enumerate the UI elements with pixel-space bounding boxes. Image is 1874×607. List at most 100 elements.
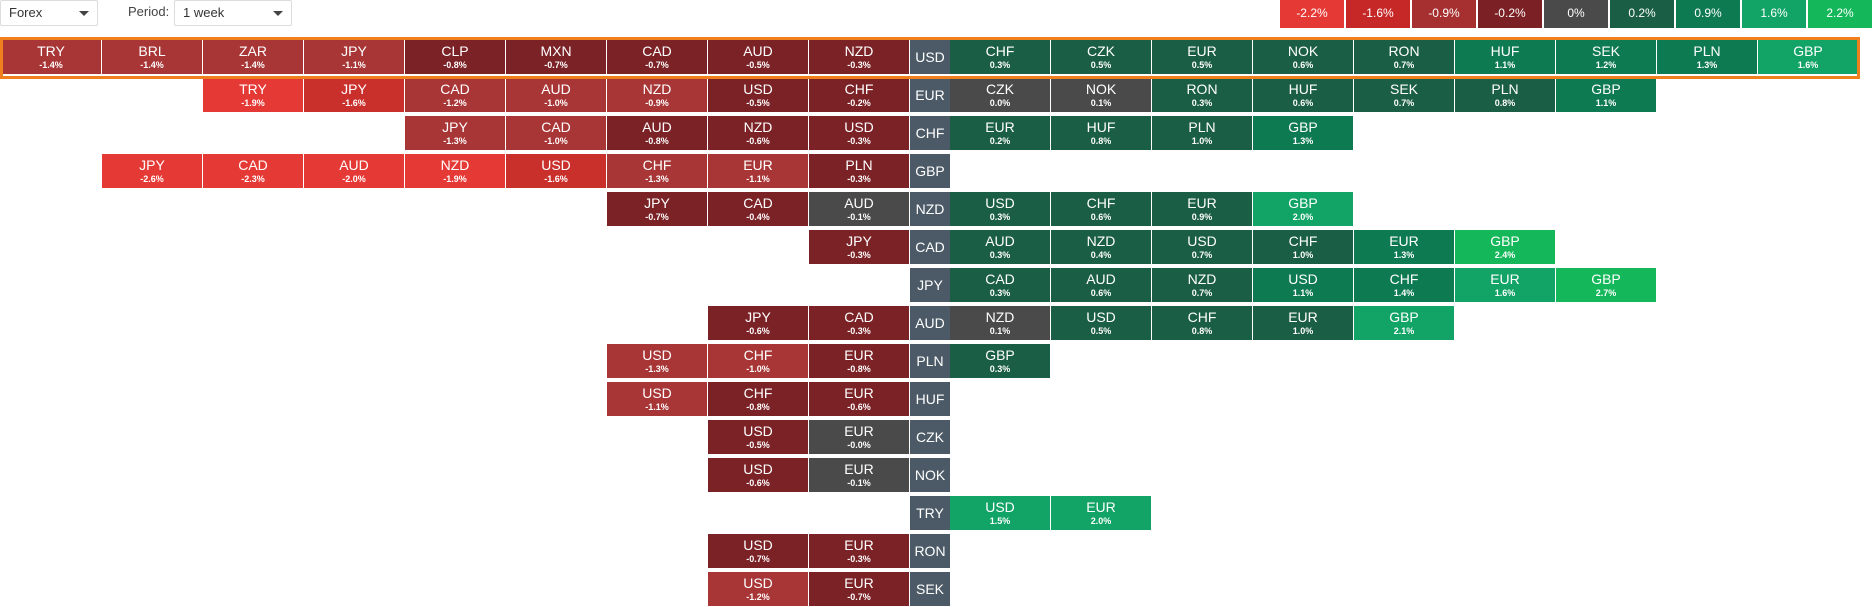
pair-cell[interactable]: CLP -0.8%: [405, 40, 506, 75]
pair-cell[interactable]: GBP 1.1%: [1556, 78, 1657, 113]
pair-cell[interactable]: CHF 0.3%: [950, 40, 1051, 75]
base-currency-nok[interactable]: NOK: [910, 458, 950, 493]
base-currency-usd[interactable]: USD: [910, 40, 950, 75]
pair-cell[interactable]: USD -1.2%: [708, 572, 809, 607]
pair-cell[interactable]: HUF 1.1%: [1455, 40, 1556, 75]
pair-cell[interactable]: CAD -2.3%: [203, 154, 304, 189]
pair-cell[interactable]: NZD 0.1%: [950, 306, 1051, 341]
pair-cell[interactable]: PLN 1.3%: [1657, 40, 1758, 75]
pair-cell[interactable]: AUD -1.0%: [506, 78, 607, 113]
pair-cell[interactable]: NZD -0.3%: [809, 40, 910, 75]
pair-cell[interactable]: USD -1.3%: [607, 344, 708, 379]
base-currency-sek[interactable]: SEK: [910, 572, 950, 607]
pair-cell[interactable]: AUD -0.1%: [809, 192, 910, 227]
pair-cell[interactable]: EUR -0.6%: [809, 382, 910, 417]
pair-cell[interactable]: EUR -0.7%: [809, 572, 910, 607]
pair-cell[interactable]: USD -0.6%: [708, 458, 809, 493]
pair-cell[interactable]: EUR -0.8%: [809, 344, 910, 379]
base-currency-cad[interactable]: CAD: [910, 230, 950, 265]
pair-cell[interactable]: GBP 1.6%: [1758, 40, 1859, 75]
pair-cell[interactable]: EUR -0.1%: [809, 458, 910, 493]
pair-cell[interactable]: USD -1.6%: [506, 154, 607, 189]
pair-cell[interactable]: CHF -0.8%: [708, 382, 809, 417]
pair-cell[interactable]: EUR -0.3%: [809, 534, 910, 569]
pair-cell[interactable]: USD -0.3%: [809, 116, 910, 151]
pair-cell[interactable]: USD 1.5%: [950, 496, 1051, 531]
pair-cell[interactable]: CAD -0.3%: [809, 306, 910, 341]
pair-cell[interactable]: CHF -1.0%: [708, 344, 809, 379]
pair-cell[interactable]: AUD 0.6%: [1051, 268, 1152, 303]
pair-cell[interactable]: EUR 0.9%: [1152, 192, 1253, 227]
pair-cell[interactable]: EUR 0.5%: [1152, 40, 1253, 75]
pair-cell[interactable]: MXN -0.7%: [506, 40, 607, 75]
pair-cell[interactable]: RON 0.7%: [1354, 40, 1455, 75]
pair-cell[interactable]: CHF -1.3%: [607, 154, 708, 189]
pair-cell[interactable]: USD -0.5%: [708, 420, 809, 455]
pair-cell[interactable]: NZD 0.7%: [1152, 268, 1253, 303]
pair-cell[interactable]: GBP 2.0%: [1253, 192, 1354, 227]
base-currency-ron[interactable]: RON: [910, 534, 950, 569]
base-currency-try[interactable]: TRY: [910, 496, 950, 531]
base-currency-eur[interactable]: EUR: [910, 78, 950, 113]
pair-cell[interactable]: TRY -1.4%: [1, 40, 102, 75]
pair-cell[interactable]: SEK 0.7%: [1354, 78, 1455, 113]
pair-cell[interactable]: AUD -0.5%: [708, 40, 809, 75]
market-select[interactable]: Forex: [0, 0, 98, 26]
pair-cell[interactable]: NZD -1.9%: [405, 154, 506, 189]
pair-cell[interactable]: CZK 0.5%: [1051, 40, 1152, 75]
pair-cell[interactable]: GBP 1.3%: [1253, 116, 1354, 151]
pair-cell[interactable]: RON 0.3%: [1152, 78, 1253, 113]
pair-cell[interactable]: EUR 2.0%: [1051, 496, 1152, 531]
pair-cell[interactable]: EUR 1.0%: [1253, 306, 1354, 341]
pair-cell[interactable]: USD 1.1%: [1253, 268, 1354, 303]
pair-cell[interactable]: GBP 2.4%: [1455, 230, 1556, 265]
pair-cell[interactable]: USD -0.5%: [708, 78, 809, 113]
base-currency-chf[interactable]: CHF: [910, 116, 950, 151]
pair-cell[interactable]: CHF 1.0%: [1253, 230, 1354, 265]
pair-cell[interactable]: SEK 1.2%: [1556, 40, 1657, 75]
base-currency-gbp[interactable]: GBP: [910, 154, 950, 189]
pair-cell[interactable]: AUD -2.0%: [304, 154, 405, 189]
pair-cell[interactable]: JPY -1.3%: [405, 116, 506, 151]
pair-cell[interactable]: AUD -0.8%: [607, 116, 708, 151]
base-currency-huf[interactable]: HUF: [910, 382, 950, 417]
pair-cell[interactable]: USD 0.7%: [1152, 230, 1253, 265]
pair-cell[interactable]: ZAR -1.4%: [203, 40, 304, 75]
pair-cell[interactable]: JPY -2.6%: [102, 154, 203, 189]
pair-cell[interactable]: NZD 0.4%: [1051, 230, 1152, 265]
pair-cell[interactable]: CAD -1.0%: [506, 116, 607, 151]
pair-cell[interactable]: GBP 0.3%: [950, 344, 1051, 379]
pair-cell[interactable]: CHF -0.2%: [809, 78, 910, 113]
pair-cell[interactable]: JPY -0.6%: [708, 306, 809, 341]
base-currency-jpy[interactable]: JPY: [910, 268, 950, 303]
base-currency-czk[interactable]: CZK: [910, 420, 950, 455]
pair-cell[interactable]: NZD -0.6%: [708, 116, 809, 151]
pair-cell[interactable]: NOK 0.6%: [1253, 40, 1354, 75]
pair-cell[interactable]: CHF 0.8%: [1152, 306, 1253, 341]
period-select[interactable]: 1 week: [174, 0, 292, 26]
pair-cell[interactable]: HUF 0.8%: [1051, 116, 1152, 151]
pair-cell[interactable]: EUR 0.2%: [950, 116, 1051, 151]
pair-cell[interactable]: EUR 1.3%: [1354, 230, 1455, 265]
pair-cell[interactable]: AUD 0.3%: [950, 230, 1051, 265]
pair-cell[interactable]: CAD -1.2%: [405, 78, 506, 113]
pair-cell[interactable]: USD 0.5%: [1051, 306, 1152, 341]
pair-cell[interactable]: JPY -0.7%: [607, 192, 708, 227]
pair-cell[interactable]: JPY -1.6%: [304, 78, 405, 113]
pair-cell[interactable]: EUR -0.0%: [809, 420, 910, 455]
base-currency-pln[interactable]: PLN: [910, 344, 950, 379]
pair-cell[interactable]: EUR -1.1%: [708, 154, 809, 189]
pair-cell[interactable]: CAD -0.4%: [708, 192, 809, 227]
pair-cell[interactable]: PLN 0.8%: [1455, 78, 1556, 113]
pair-cell[interactable]: GBP 2.1%: [1354, 306, 1455, 341]
pair-cell[interactable]: CZK 0.0%: [950, 78, 1051, 113]
base-currency-nzd[interactable]: NZD: [910, 192, 950, 227]
pair-cell[interactable]: HUF 0.6%: [1253, 78, 1354, 113]
pair-cell[interactable]: PLN 1.0%: [1152, 116, 1253, 151]
pair-cell[interactable]: USD -1.1%: [607, 382, 708, 417]
pair-cell[interactable]: NOK 0.1%: [1051, 78, 1152, 113]
pair-cell[interactable]: JPY -1.1%: [304, 40, 405, 75]
pair-cell[interactable]: CAD 0.3%: [950, 268, 1051, 303]
pair-cell[interactable]: CAD -0.7%: [607, 40, 708, 75]
pair-cell[interactable]: BRL -1.4%: [102, 40, 203, 75]
